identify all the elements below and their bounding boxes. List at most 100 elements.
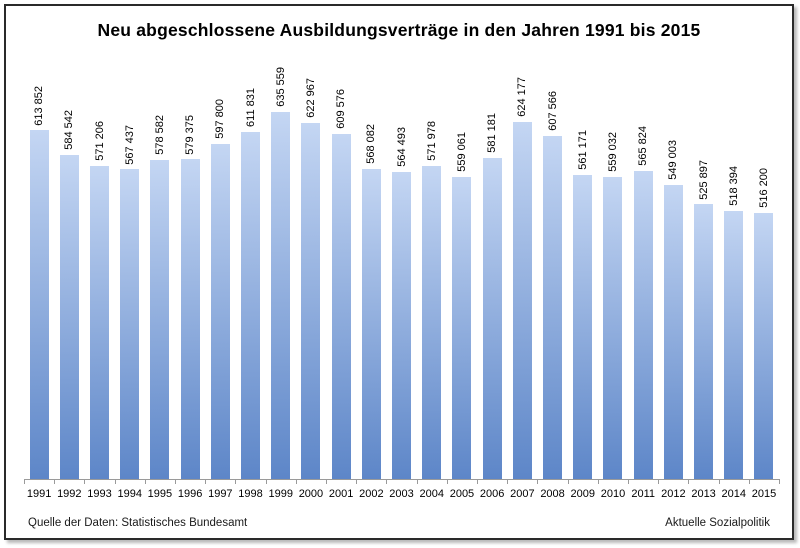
axis-tick-cell (144, 480, 175, 484)
bar-2004 (422, 165, 442, 479)
axis-tick-cell (718, 480, 749, 484)
x-axis-label: 2008 (540, 488, 565, 500)
x-axis-label: 2001 (328, 488, 354, 500)
bar-value-label: 568 082 (365, 124, 378, 164)
bar-group-2003: 564 493 (386, 112, 416, 479)
bar-value-label: 559 061 (455, 131, 468, 172)
bar-value-label: 571 978 (425, 120, 438, 161)
axis-tick-cell (356, 480, 386, 484)
bar-group-2006: 581 181 (477, 112, 507, 479)
axis-tick-cell (235, 480, 265, 484)
x-axis-label: 2013 (691, 488, 716, 500)
axis-tick-cell (295, 480, 326, 484)
x-axis-label: 2011 (631, 488, 655, 500)
axis-tick-cell (114, 480, 145, 484)
bar-value-label: 525 897 (697, 159, 710, 200)
publisher-note: Aktuelle Sozialpolitik (665, 517, 770, 529)
x-axis-label: 2004 (419, 488, 444, 500)
bar-1994 (120, 169, 140, 479)
bar-2010 (603, 176, 623, 479)
axis-tick-cell (658, 480, 688, 484)
bar-value-label: 565 824 (637, 126, 650, 166)
bar-value-label: 597 800 (214, 99, 227, 139)
bar-1996 (180, 159, 200, 479)
x-axis-label: 2005 (449, 488, 475, 500)
x-axis-label: 1995 (147, 488, 173, 500)
bar-value-label: 578 582 (153, 115, 166, 155)
x-axis-label: 2010 (600, 488, 626, 500)
x-axis-label: 2002 (359, 488, 384, 500)
axis-tick-cell (446, 480, 477, 484)
bar-group-1992: 584 542 (54, 110, 84, 479)
x-axis-ticks (24, 480, 780, 484)
bar-1999 (271, 112, 291, 479)
bar-value-label: 571 206 (93, 121, 106, 162)
x-axis-line (24, 479, 780, 480)
axis-tick-cell (24, 480, 54, 484)
bar-1995 (150, 160, 170, 479)
bar-group-2001: 609 576 (326, 89, 356, 479)
bar-value-label: 584 542 (63, 110, 76, 150)
chart-title: Neu abgeschlossene Ausbildungsverträge i… (97, 20, 701, 40)
bar-group-2009: 561 171 (568, 112, 598, 479)
axis-tick-cell (265, 480, 296, 484)
bar-group-1999: 635 559 (266, 67, 296, 479)
axis-tick-cell (628, 480, 658, 484)
bar-group-2012: 549 003 (658, 112, 688, 479)
bar-group-1998: 611 831 (235, 88, 265, 479)
x-axis-label: 2009 (570, 488, 595, 500)
bar-group-1994: 567 437 (115, 112, 145, 479)
axis-tick-cell (537, 480, 567, 484)
bar-2003 (392, 171, 412, 479)
bar-value-label: 559 032 (606, 131, 619, 172)
bar-value-label: 607 566 (546, 90, 559, 131)
x-axis-label: 1999 (268, 488, 293, 500)
bar-2014 (724, 210, 744, 479)
bar-1998 (241, 132, 261, 479)
x-axis-label: 1991 (26, 488, 52, 500)
bar-1997 (210, 143, 230, 479)
bar-group-1993: 571 206 (84, 112, 114, 479)
bar-group-1997: 597 800 (205, 99, 235, 479)
bar-group-1996: 579 375 (175, 112, 205, 479)
x-axis-label: 1992 (57, 488, 82, 500)
plot-area: 613 852 584 542 571 206 567 437 578 582 579 3… (24, 67, 779, 479)
x-axis-label: 2003 (389, 488, 414, 500)
axis-tick-cell (84, 480, 114, 484)
x-axis-label: 2000 (298, 488, 324, 500)
axis-tick-cell (416, 480, 447, 484)
axis-tick-cell (477, 480, 507, 484)
bar-2005 (452, 176, 472, 479)
bar-group-2010: 559 032 (598, 112, 628, 479)
bar-group-1995: 578 582 (145, 112, 175, 479)
bar-1992 (59, 155, 79, 479)
bar-group-2000: 622 967 (296, 78, 326, 479)
bar-group-2002: 568 082 (356, 112, 386, 479)
bar-2002 (361, 168, 381, 479)
bar-1991 (29, 130, 49, 479)
bar-value-label: 564 493 (395, 127, 408, 167)
x-axis-label: 1998 (238, 488, 263, 500)
bar-2011 (633, 170, 653, 479)
bar-2009 (573, 174, 593, 479)
x-axis-labels: 1991 1992 1993 1994 1995 1996 1997 1998 1999 2000… (24, 488, 779, 500)
bar-group-2007: 624 177 (507, 77, 537, 479)
x-axis-label: 1994 (117, 488, 142, 500)
bar-1993 (90, 166, 109, 479)
bar-value-label: 581 181 (486, 113, 499, 153)
bar-value-label: 549 003 (667, 140, 680, 180)
bar-group-2005: 559 061 (447, 112, 477, 479)
bar-2015 (754, 212, 774, 479)
axis-tick-cell (326, 480, 356, 484)
axis-tick-cell (386, 480, 416, 484)
bar-group-2015: 516 200 (749, 112, 779, 479)
axis-tick-cell (205, 480, 235, 484)
axis-tick-cell (597, 480, 628, 484)
bar-group-2014: 518 394 (719, 112, 749, 479)
bar-2001 (331, 133, 351, 479)
bar-group-2004: 571 978 (417, 112, 447, 479)
chart-footer: Quelle der Daten: Statistisches Bundesam… (28, 517, 770, 529)
bar-2000 (301, 122, 321, 479)
axis-tick-cell (175, 480, 205, 484)
bar-value-label: 516 200 (757, 167, 770, 208)
